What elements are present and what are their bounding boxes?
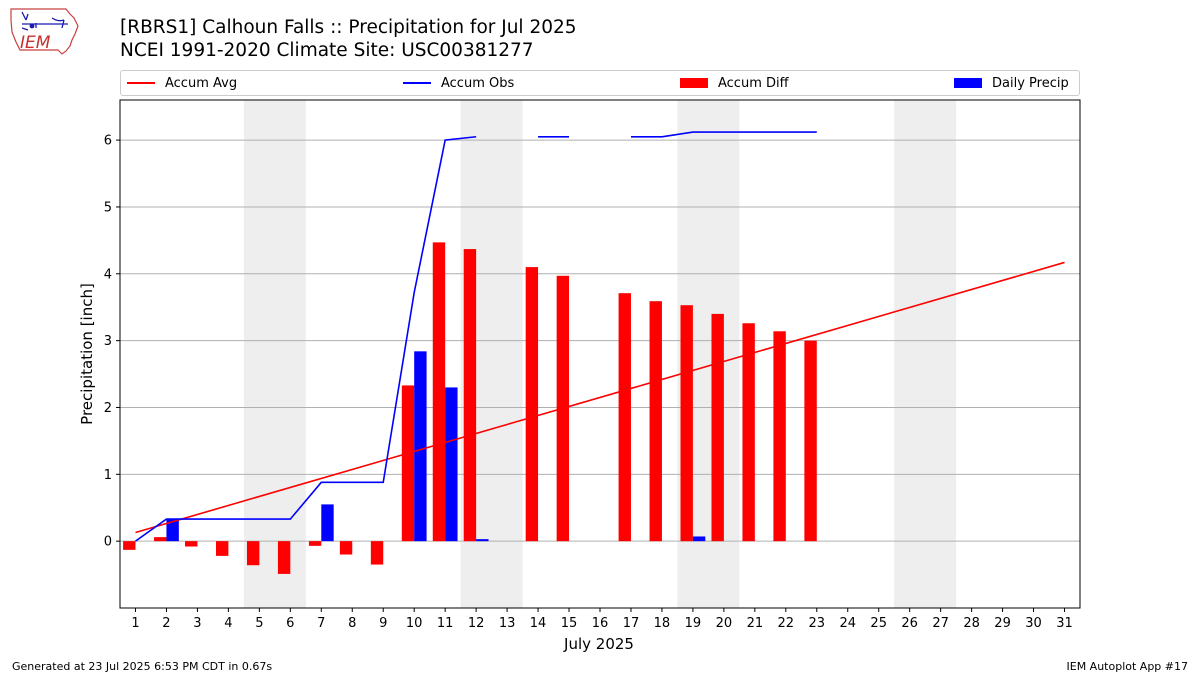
x-tick-label-11: 11	[437, 616, 454, 631]
x-tick-label-9: 9	[379, 616, 387, 631]
legend-line-red-icon	[127, 82, 155, 84]
x-tick-label-7: 7	[317, 616, 325, 631]
accum-diff-bar-17	[618, 293, 631, 542]
x-tick-label-17: 17	[623, 616, 640, 631]
x-tick-label-27: 27	[932, 616, 949, 631]
iem-logo: IEM	[8, 6, 80, 58]
accum-diff-bar-23	[804, 340, 817, 542]
accum-diff-bar-11	[432, 242, 446, 542]
legend-patch-blue-icon	[954, 78, 982, 88]
footer-app: IEM Autoplot App #17	[1066, 660, 1189, 673]
legend-line-blue-icon	[403, 82, 431, 84]
y-tick-label-6: 6	[104, 134, 112, 149]
y-tick-label-2: 2	[104, 401, 112, 416]
y-tick-label-4: 4	[104, 267, 112, 282]
footer-generated: Generated at 23 Jul 2025 6:53 PM CDT in …	[12, 660, 273, 673]
x-tick-label-31: 31	[1056, 616, 1073, 631]
weekend-shade-3	[894, 100, 957, 608]
legend-label-accum-obs: Accum Obs	[441, 75, 515, 91]
y-tick-label-5: 5	[104, 200, 112, 215]
accum-diff-bar-2	[154, 537, 167, 542]
x-tick-label-13: 13	[499, 616, 516, 631]
x-tick-label-5: 5	[255, 616, 263, 631]
x-tick-label-18: 18	[654, 616, 671, 631]
x-tick-label-4: 4	[224, 616, 232, 631]
accum-avg-line	[135, 261, 1065, 534]
accum-diff-bar-12	[463, 249, 477, 542]
legend-item-accum-diff: Accum Diff	[680, 71, 789, 95]
x-tick-label-16: 16	[592, 616, 609, 631]
x-tick-label-3: 3	[193, 616, 201, 631]
accum-diff-bar-4	[216, 541, 229, 556]
x-tick-label-20: 20	[716, 616, 733, 631]
y-tick-label-0: 0	[104, 535, 112, 550]
accum-diff-bar-18	[649, 301, 662, 542]
legend-item-daily-precip: Daily Precip	[954, 71, 1069, 95]
weekend-shading	[243, 100, 957, 608]
x-tick-label-22: 22	[778, 616, 795, 631]
x-tick-label-24: 24	[839, 616, 856, 631]
y-axis-ticks: 0 1 2 3 4 5 6	[104, 134, 120, 550]
accum-diff-bar-10	[401, 385, 415, 542]
accum-diff-bar-21	[742, 323, 755, 542]
x-tick-label-23: 23	[809, 616, 826, 631]
daily-precip-bar-19	[692, 536, 706, 542]
x-tick-label-15: 15	[561, 616, 578, 631]
x-tick-label-28: 28	[963, 616, 980, 631]
line-marks	[135, 131, 1065, 542]
accum-diff-bar-19	[680, 305, 693, 542]
y-tick-label-3: 3	[104, 334, 112, 349]
accum-diff-bar-5	[246, 541, 260, 566]
accum-obs-line-segment-2	[630, 131, 817, 138]
accum-diff-bar-9	[370, 541, 384, 565]
x-tick-label-8: 8	[348, 616, 356, 631]
x-tick-label-2: 2	[162, 616, 170, 631]
accum-diff-bar-6	[277, 541, 291, 574]
logo-text: IEM	[20, 33, 51, 53]
legend-label-daily-precip: Daily Precip	[992, 75, 1069, 91]
daily-precip-bar-10	[414, 351, 427, 542]
x-tick-label-6: 6	[286, 616, 294, 631]
x-tick-label-10: 10	[406, 616, 423, 631]
x-tick-label-29: 29	[994, 616, 1011, 631]
x-tick-label-12: 12	[468, 616, 485, 631]
daily-precip-bar-12	[476, 539, 489, 542]
accum-obs-line-segment-0	[135, 135, 477, 542]
x-axis-ticks: 1 2 3 4 5 6 7 8 9 10 11 12 13 14 15 16 17 18 19 20 21 22 23 24 2…	[131, 608, 1073, 631]
iowa-map-icon: IEM	[10, 8, 79, 55]
legend-label-accum-diff: Accum Diff	[718, 75, 789, 91]
x-axis-label: July 2025	[563, 635, 634, 653]
legend-patch-red-icon	[680, 78, 708, 88]
accum-diff-bar-20	[711, 313, 724, 542]
weekend-shade-0	[243, 100, 306, 608]
x-tick-label-25: 25	[870, 616, 887, 631]
accum-diff-bar-3	[185, 541, 198, 547]
legend-item-accum-obs: Accum Obs	[403, 71, 514, 95]
accum-diff-bar-8	[339, 541, 353, 555]
accum-diff-bar-14	[525, 267, 539, 542]
chart-legend: Accum Avg Accum Obs Accum Diff Daily Pre…	[120, 70, 1080, 96]
daily-precip-bar-2	[166, 519, 179, 542]
x-tick-label-19: 19	[685, 616, 702, 631]
legend-item-accum-avg: Accum Avg	[127, 71, 237, 95]
legend-label-accum-avg: Accum Avg	[165, 75, 238, 91]
chart-subtitle: NCEI 1991-2020 Climate Site: USC00381277	[120, 40, 534, 61]
x-tick-label-30: 30	[1025, 616, 1042, 631]
y-axis-label: Precipitation [inch]	[78, 283, 96, 425]
accum-diff-bar-1	[123, 541, 136, 550]
accum-diff-bar-7	[308, 541, 322, 546]
x-tick-label-21: 21	[747, 616, 764, 631]
daily-precip-bar-11	[445, 387, 458, 542]
x-tick-label-14: 14	[530, 616, 547, 631]
x-tick-label-26: 26	[901, 616, 918, 631]
x-tick-label-1: 1	[131, 616, 139, 631]
y-tick-label-1: 1	[104, 468, 112, 483]
bar-marks	[123, 242, 817, 574]
daily-precip-bar-7	[321, 504, 334, 542]
chart-title: [RBRS1] Calhoun Falls :: Precipitation f…	[120, 17, 577, 38]
accum-diff-bar-22	[773, 331, 786, 542]
